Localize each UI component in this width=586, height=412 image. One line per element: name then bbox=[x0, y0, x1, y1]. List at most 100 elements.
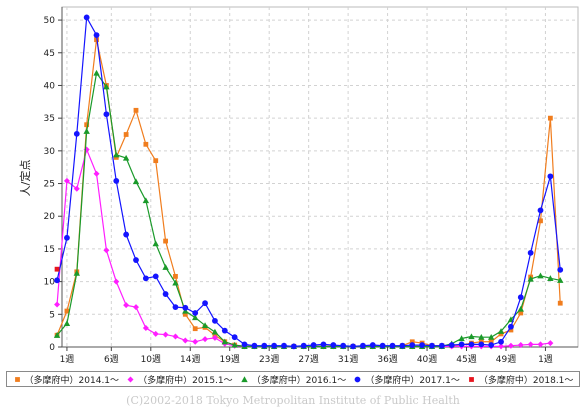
data-point bbox=[192, 338, 199, 345]
x-tick-label: 1週 bbox=[538, 354, 553, 365]
data-point bbox=[93, 69, 100, 76]
x-tick-label: 45週 bbox=[456, 354, 476, 365]
data-point bbox=[409, 342, 416, 348]
data-point bbox=[64, 308, 70, 314]
data-point bbox=[221, 338, 228, 345]
data-point bbox=[557, 277, 564, 283]
data-point bbox=[507, 342, 514, 349]
legend-marker bbox=[127, 376, 134, 382]
data-point bbox=[458, 341, 465, 348]
legend-marker bbox=[354, 376, 361, 382]
data-point bbox=[310, 342, 317, 348]
data-point bbox=[438, 342, 445, 349]
data-point bbox=[497, 328, 505, 334]
data-point bbox=[527, 341, 534, 348]
y-tick-label: 50 bbox=[44, 16, 56, 26]
data-point bbox=[113, 151, 120, 158]
data-point bbox=[478, 333, 485, 340]
data-point bbox=[54, 277, 60, 284]
data-point bbox=[113, 278, 120, 285]
x-tick-label: 6週 bbox=[104, 354, 119, 365]
x-tick-label: 27週 bbox=[298, 354, 318, 365]
data-point bbox=[547, 173, 554, 180]
data-point bbox=[419, 342, 426, 348]
data-point bbox=[537, 207, 544, 214]
series-layer bbox=[53, 14, 564, 350]
data-point bbox=[182, 311, 188, 317]
y-tick-label: 10 bbox=[44, 278, 56, 288]
y-tick-label: 45 bbox=[44, 49, 55, 59]
data-point bbox=[54, 266, 60, 272]
legend-label: （多摩府中）2017.1～ bbox=[365, 375, 460, 386]
data-point bbox=[132, 178, 140, 185]
data-point bbox=[162, 264, 169, 270]
y-tick-label: 35 bbox=[44, 114, 55, 124]
data-point bbox=[429, 342, 435, 349]
data-point bbox=[360, 342, 366, 349]
data-point bbox=[537, 341, 544, 348]
data-point bbox=[478, 341, 485, 348]
legend-item-5: （多摩府中）2018.1～ bbox=[467, 373, 573, 386]
data-point bbox=[172, 304, 179, 311]
data-point bbox=[123, 231, 130, 238]
data-point bbox=[212, 317, 218, 324]
y-ticks: 0 5 10 15 20 25 30 35 40 45 50 bbox=[44, 16, 62, 353]
data-point bbox=[152, 240, 159, 247]
data-point bbox=[468, 341, 475, 348]
series-line bbox=[56, 15, 561, 347]
data-point bbox=[113, 178, 120, 184]
data-point bbox=[84, 122, 90, 128]
data-point bbox=[53, 332, 61, 338]
data-point bbox=[142, 325, 149, 332]
data-point bbox=[192, 326, 198, 332]
legend-swatch bbox=[241, 375, 248, 382]
data-point bbox=[93, 170, 100, 177]
legend-item-4: （多摩府中）2017.1～ bbox=[353, 373, 460, 386]
data-point bbox=[191, 314, 199, 321]
x-tick-label: 14週 bbox=[180, 354, 200, 365]
data-point bbox=[508, 323, 514, 330]
data-point bbox=[93, 32, 100, 39]
data-point bbox=[231, 341, 238, 348]
data-point bbox=[173, 273, 178, 279]
y-tick-label: 0 bbox=[49, 343, 55, 353]
data-point bbox=[389, 342, 396, 349]
legend: （多摩府中）2014.1～ （多摩府中）2015.1～ （多摩府中）2016.1～ （… bbox=[6, 371, 580, 387]
series-5 bbox=[54, 266, 60, 272]
data-point bbox=[487, 333, 495, 340]
data-point bbox=[162, 331, 169, 338]
copyright-footer: (C)2002-2018 Tokyo Metropolitan Institut… bbox=[126, 394, 460, 407]
data-point bbox=[63, 320, 71, 327]
legend-marker bbox=[469, 376, 474, 382]
x-tick-label: 40週 bbox=[417, 354, 437, 365]
data-point bbox=[202, 336, 209, 343]
x-tick-label: 49週 bbox=[496, 354, 516, 365]
data-point bbox=[73, 130, 80, 137]
data-point bbox=[152, 330, 159, 337]
data-point bbox=[201, 322, 209, 329]
data-point bbox=[153, 158, 159, 164]
data-point bbox=[330, 342, 337, 348]
data-point bbox=[300, 342, 307, 349]
data-point bbox=[172, 279, 179, 286]
data-point bbox=[133, 107, 139, 113]
data-point bbox=[133, 257, 139, 263]
data-point bbox=[399, 342, 406, 349]
data-point bbox=[241, 341, 248, 348]
x-tick-label: 31週 bbox=[338, 354, 358, 365]
data-point bbox=[251, 342, 258, 349]
grid bbox=[61, 6, 579, 348]
data-point bbox=[547, 340, 554, 347]
data-point bbox=[182, 337, 189, 344]
data-point bbox=[83, 128, 90, 134]
data-point bbox=[517, 305, 524, 312]
data-point bbox=[290, 343, 297, 350]
chart: 0 5 10 15 20 25 30 35 40 45 50 1週 6週 10週 14週 19週 23週 27週… bbox=[18, 6, 579, 365]
data-point bbox=[182, 307, 189, 314]
y-tick-label: 40 bbox=[44, 81, 56, 91]
x-ticks: 1週 6週 10週 14週 19週 23週 27週 31週 36週 40週 45週 49週 1週 bbox=[60, 347, 553, 365]
data-point bbox=[231, 334, 238, 341]
data-point bbox=[468, 333, 475, 340]
data-point bbox=[54, 301, 61, 308]
data-point bbox=[132, 304, 139, 311]
